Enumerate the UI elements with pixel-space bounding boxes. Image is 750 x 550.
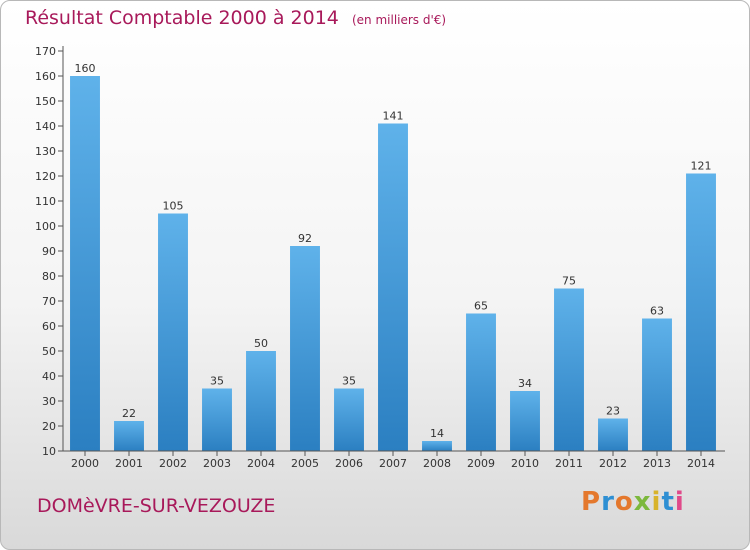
x-tick-label: 2005 <box>291 457 319 470</box>
bar-2008 <box>422 441 452 451</box>
bar-2011 <box>554 288 584 451</box>
bar-2004 <box>246 351 276 451</box>
logo-letter: r <box>601 487 615 517</box>
bar-2005 <box>290 246 320 451</box>
x-tick-label: 2010 <box>511 457 539 470</box>
y-tick-label: 140 <box>35 120 56 133</box>
bar-2007 <box>378 123 408 451</box>
data-label: 50 <box>254 337 268 350</box>
x-tick-label: 2011 <box>555 457 583 470</box>
y-tick-label: 100 <box>35 220 56 233</box>
bar-2014 <box>686 173 716 451</box>
chart-title: Résultat Comptable 2000 à 2014 (en milli… <box>25 7 446 29</box>
y-tick-label: 40 <box>42 370 56 383</box>
y-tick-label: 120 <box>35 170 56 183</box>
x-tick-label: 2007 <box>379 457 407 470</box>
data-label: 105 <box>163 200 184 213</box>
data-label: 35 <box>210 375 224 388</box>
y-tick-label: 20 <box>42 420 56 433</box>
x-tick-label: 2006 <box>335 457 363 470</box>
data-label: 22 <box>122 407 136 420</box>
logo-letter: P <box>581 487 602 517</box>
x-tick-label: 2009 <box>467 457 495 470</box>
bar-2002 <box>158 213 188 451</box>
y-tick-label: 30 <box>42 395 56 408</box>
bar-2013 <box>642 318 672 451</box>
chart-unit-note: (en milliers d'€) <box>351 13 447 27</box>
data-label: 14 <box>430 427 444 440</box>
chart-title-text: Résultat Comptable 2000 à 2014 <box>25 7 339 29</box>
data-label: 141 <box>383 110 404 123</box>
bar-2009 <box>466 313 496 451</box>
y-tick-label: 110 <box>35 195 56 208</box>
bar-2000 <box>70 76 100 451</box>
proxiti-logo: Proxiti <box>581 487 685 517</box>
data-label: 121 <box>691 160 712 173</box>
y-tick-label: 150 <box>35 95 56 108</box>
logo-letter: i <box>674 487 685 517</box>
data-label: 75 <box>562 275 576 288</box>
data-label: 34 <box>518 377 532 390</box>
commune-name: DOMèVRE-SUR-VEZOUZE <box>37 495 276 517</box>
bar-2001 <box>114 421 144 451</box>
y-tick-label: 130 <box>35 145 56 158</box>
bar-2003 <box>202 388 232 451</box>
data-label: 63 <box>650 305 664 318</box>
y-tick-label: 70 <box>42 295 56 308</box>
y-tick-label: 50 <box>42 345 56 358</box>
y-tick-label: 90 <box>42 245 56 258</box>
data-label: 160 <box>75 62 96 75</box>
bar-2010 <box>510 391 540 451</box>
bar-2012 <box>598 418 628 451</box>
x-tick-label: 2008 <box>423 457 451 470</box>
data-label: 92 <box>298 232 312 245</box>
y-tick-label: 10 <box>42 445 56 458</box>
x-tick-label: 2014 <box>687 457 715 470</box>
logo-letter: o <box>614 487 634 517</box>
logo-letter: i <box>651 487 662 517</box>
y-tick-label: 60 <box>42 320 56 333</box>
x-tick-label: 2000 <box>71 457 99 470</box>
y-tick-label: 160 <box>35 70 56 83</box>
logo-letter: x <box>633 487 652 517</box>
data-label: 65 <box>474 300 488 313</box>
y-tick-label: 80 <box>42 270 56 283</box>
logo-letter: t <box>661 487 675 517</box>
x-tick-label: 2001 <box>115 457 143 470</box>
x-tick-label: 2002 <box>159 457 187 470</box>
x-tick-label: 2012 <box>599 457 627 470</box>
bar-2006 <box>334 388 364 451</box>
data-label: 23 <box>606 405 620 418</box>
y-tick-label: 170 <box>35 45 56 58</box>
x-tick-label: 2013 <box>643 457 671 470</box>
x-tick-label: 2003 <box>203 457 231 470</box>
x-tick-label: 2004 <box>247 457 275 470</box>
data-label: 35 <box>342 375 356 388</box>
